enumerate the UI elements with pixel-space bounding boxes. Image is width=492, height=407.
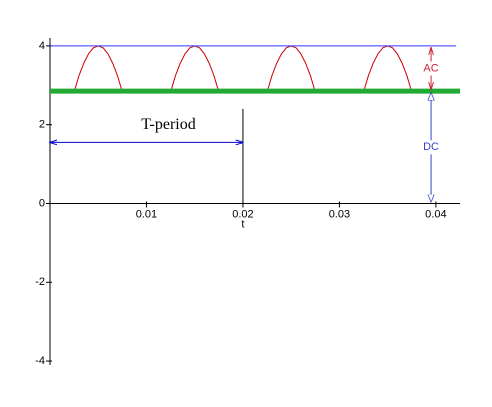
y-tick-label: 4 bbox=[39, 40, 45, 52]
y-tick-label: 2 bbox=[39, 119, 45, 131]
y-tick-label: -4 bbox=[35, 355, 45, 367]
y-tick-label: 0 bbox=[39, 197, 45, 209]
x-axis-label: t bbox=[241, 218, 244, 230]
y-tick-label: -2 bbox=[35, 276, 45, 288]
x-tick-label: 0.02 bbox=[232, 208, 253, 220]
x-tick-label: 0.01 bbox=[136, 208, 157, 220]
ac-label: AC bbox=[423, 62, 438, 74]
ac-label-bg bbox=[419, 61, 444, 76]
series-line bbox=[73, 45, 413, 93]
dc-label: DC bbox=[423, 141, 439, 153]
x-tick-label: 0.04 bbox=[425, 208, 446, 220]
x-tick-label: 0.03 bbox=[329, 208, 350, 220]
dc-label-bg bbox=[419, 140, 444, 155]
period-label: T-period bbox=[141, 116, 196, 133]
